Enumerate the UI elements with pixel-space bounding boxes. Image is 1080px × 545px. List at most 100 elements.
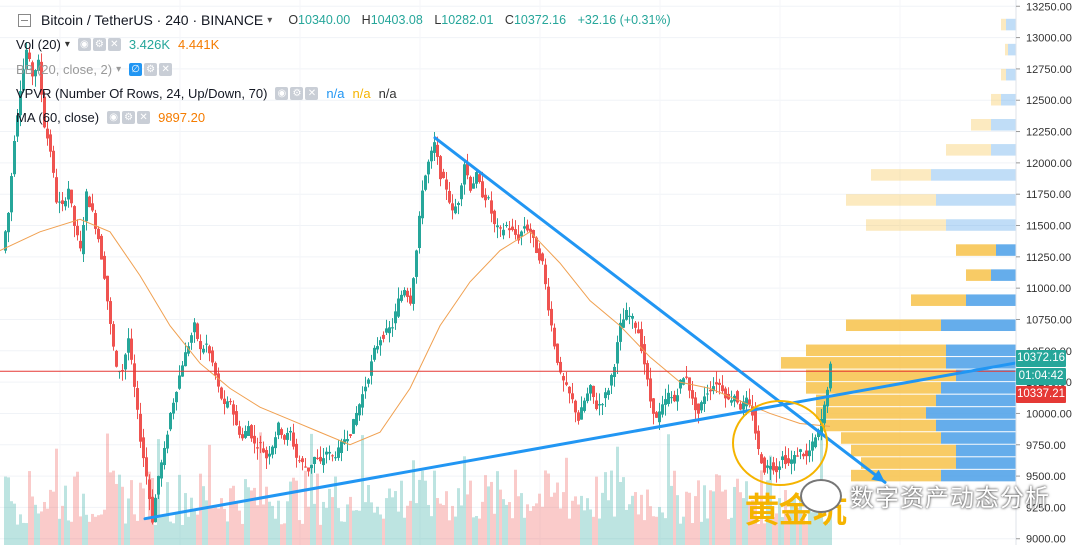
volume-bar xyxy=(412,460,415,545)
volume-bar xyxy=(319,524,322,545)
indicator-bollinger[interactable]: BB (20, close, 2) ▾ ∅ ⚙ ✕ xyxy=(16,59,180,79)
profile-bar-up xyxy=(1001,68,1006,81)
candle-body xyxy=(184,352,187,367)
candle-body xyxy=(145,457,148,477)
volume-bar xyxy=(301,523,304,545)
collapse-icon[interactable] xyxy=(18,13,31,27)
close-icon[interactable]: ✕ xyxy=(107,37,121,51)
indicator-controls[interactable]: ◉ ⚙ ✕ xyxy=(275,86,319,100)
candle-body xyxy=(457,203,460,205)
volume-bar xyxy=(751,500,754,545)
tick-label: 11250.00 xyxy=(1026,252,1071,264)
chevron-down-icon[interactable]: ▾ xyxy=(267,14,273,26)
candle-body xyxy=(598,404,601,406)
symbol-title[interactable]: Bitcoin / TetherUS · 240 · BINANCE xyxy=(41,12,264,28)
candle-body xyxy=(286,432,289,440)
gear-icon[interactable]: ⚙ xyxy=(290,86,304,100)
candle-body xyxy=(310,464,313,469)
candle-body xyxy=(37,59,40,71)
candle-body xyxy=(358,404,361,416)
volume-bar xyxy=(271,505,274,545)
profile-bar-up xyxy=(816,394,936,407)
close-icon[interactable]: ✕ xyxy=(305,86,319,100)
indicator-controls[interactable]: ∅ ⚙ ✕ xyxy=(129,62,173,76)
volume-bar xyxy=(463,456,466,545)
candle-body xyxy=(604,392,607,399)
volume-profile xyxy=(781,18,1016,482)
volume-bar xyxy=(460,505,463,545)
gear-icon[interactable]: ⚙ xyxy=(92,37,106,51)
volume-bar xyxy=(712,491,715,545)
volume-bar xyxy=(97,515,100,545)
candle-body xyxy=(223,398,226,405)
tick-label: 11000.00 xyxy=(1026,283,1071,295)
volume-bar xyxy=(562,492,565,545)
volume-bar xyxy=(733,486,736,545)
candle-body xyxy=(433,142,436,153)
volume-bar xyxy=(289,481,292,545)
eye-icon[interactable]: ◉ xyxy=(275,86,289,100)
candle-body xyxy=(769,465,772,470)
volume-bar xyxy=(631,495,634,545)
candle-body xyxy=(544,264,547,285)
trendlines[interactable] xyxy=(0,136,1072,521)
candle-body xyxy=(328,451,331,454)
close-icon[interactable]: ✕ xyxy=(159,62,173,76)
volume-bar xyxy=(514,469,517,545)
volume-bar xyxy=(175,512,178,545)
candle-body xyxy=(46,128,49,139)
volume-bar xyxy=(427,504,430,545)
chevron-down-icon[interactable]: ▾ xyxy=(116,63,122,75)
candle-body xyxy=(556,343,559,363)
profile-bar-down xyxy=(966,294,1016,306)
candle-body xyxy=(124,354,127,370)
volume-bar xyxy=(49,489,52,545)
tick-label: 9000.00 xyxy=(1026,534,1066,545)
candle-body xyxy=(397,298,400,317)
indicator-controls[interactable]: ◉ ⚙ ✕ xyxy=(77,37,121,51)
indicator-vpvr[interactable]: VPVR (Number Of Rows, 24, Up/Down, 70) ◉… xyxy=(16,83,405,103)
eye-off-icon[interactable]: ∅ xyxy=(129,62,143,76)
candle-body xyxy=(178,375,181,389)
volume-bar xyxy=(793,497,796,545)
candle-body xyxy=(715,382,718,385)
profile-bar-up xyxy=(821,419,936,432)
candle-body xyxy=(757,430,760,450)
volume-bar xyxy=(613,516,616,545)
candle-body xyxy=(277,422,280,436)
price-axis[interactable]: 9000.009250.009500.009750.0010000.001025… xyxy=(1015,0,1080,545)
symbol-header[interactable]: Bitcoin / TetherUS · 240 · BINANCE ▾ O10… xyxy=(18,10,679,30)
profile-bar-down xyxy=(991,269,1016,281)
candle-body xyxy=(268,453,271,457)
eye-icon[interactable]: ◉ xyxy=(107,110,121,124)
profile-bar-up xyxy=(956,244,996,256)
candle-body xyxy=(382,334,385,339)
candle-body xyxy=(7,212,10,233)
volume-bar xyxy=(103,509,106,545)
gear-icon[interactable]: ⚙ xyxy=(122,110,136,124)
close-label: C xyxy=(504,13,514,27)
eye-icon[interactable]: ◉ xyxy=(77,37,91,51)
volume-bar xyxy=(397,511,400,545)
candle-body xyxy=(220,387,223,399)
volume-bar xyxy=(538,493,541,545)
candle-body xyxy=(127,338,130,353)
indicator-volume[interactable]: Vol (20) ▾ ◉ ⚙ ✕ 3.426K 4.441K xyxy=(16,34,227,54)
wechat-logo-icon xyxy=(800,478,842,513)
profile-bar-up xyxy=(871,169,931,181)
watermark-text: 数字资产动态分析 xyxy=(850,484,1050,512)
candle-body xyxy=(28,52,31,59)
tick-label: 12000.00 xyxy=(1026,158,1072,170)
candle-body xyxy=(151,496,154,523)
close-icon[interactable]: ✕ xyxy=(137,110,151,124)
volume-bar xyxy=(160,515,163,545)
axis-background xyxy=(1016,0,1080,545)
candle-body xyxy=(451,203,454,211)
candle-body xyxy=(76,225,79,236)
chevron-down-icon[interactable]: ▾ xyxy=(64,38,70,50)
indicator-controls[interactable]: ◉ ⚙ ✕ xyxy=(107,110,151,124)
indicator-ma[interactable]: MA (60, close) ◉ ⚙ ✕ 9897.20 xyxy=(16,107,213,127)
gear-icon[interactable]: ⚙ xyxy=(144,62,158,76)
candle-body xyxy=(589,385,592,394)
